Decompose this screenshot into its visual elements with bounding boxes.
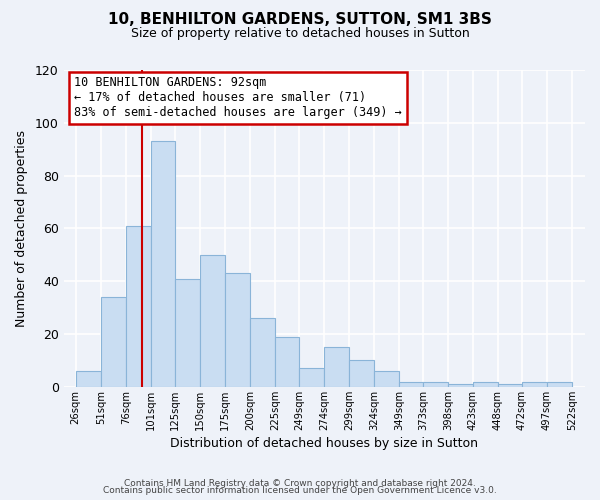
Bar: [324, 348, 349, 387]
Bar: [200, 255, 225, 387]
Bar: [225, 274, 250, 387]
Bar: [101, 297, 126, 387]
Bar: [349, 360, 374, 387]
Text: 10 BENHILTON GARDENS: 92sqm
← 17% of detached houses are smaller (71)
83% of sem: 10 BENHILTON GARDENS: 92sqm ← 17% of det…: [74, 76, 402, 120]
Bar: [448, 384, 473, 387]
Bar: [498, 384, 522, 387]
Text: 10, BENHILTON GARDENS, SUTTON, SM1 3BS: 10, BENHILTON GARDENS, SUTTON, SM1 3BS: [108, 12, 492, 28]
Text: Size of property relative to detached houses in Sutton: Size of property relative to detached ho…: [131, 28, 469, 40]
Bar: [151, 142, 175, 387]
Bar: [175, 278, 200, 387]
Bar: [275, 336, 299, 387]
Bar: [126, 226, 151, 387]
Bar: [250, 318, 275, 387]
Bar: [423, 382, 448, 387]
Text: Contains HM Land Registry data © Crown copyright and database right 2024.: Contains HM Land Registry data © Crown c…: [124, 478, 476, 488]
Bar: [522, 382, 547, 387]
Bar: [473, 382, 498, 387]
Y-axis label: Number of detached properties: Number of detached properties: [15, 130, 28, 327]
Bar: [374, 371, 399, 387]
Bar: [399, 382, 423, 387]
X-axis label: Distribution of detached houses by size in Sutton: Distribution of detached houses by size …: [170, 437, 478, 450]
Bar: [76, 371, 101, 387]
Text: Contains public sector information licensed under the Open Government Licence v3: Contains public sector information licen…: [103, 486, 497, 495]
Bar: [299, 368, 324, 387]
Bar: [547, 382, 572, 387]
